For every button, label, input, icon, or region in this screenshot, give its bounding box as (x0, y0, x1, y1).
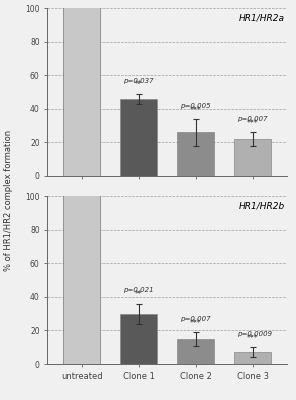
Text: ***: *** (190, 319, 202, 328)
Bar (177, 339, 214, 364)
Text: p=0,005: p=0,005 (180, 103, 210, 109)
Bar (234, 352, 271, 364)
Text: p=0,0009: p=0,0009 (237, 331, 272, 337)
Text: p=0,007: p=0,007 (237, 116, 268, 122)
Text: ***: *** (190, 106, 202, 115)
Text: HR1/HR2a: HR1/HR2a (239, 13, 285, 22)
Text: **: ** (135, 80, 143, 90)
Text: p=0,021: p=0,021 (123, 288, 153, 294)
Bar (120, 314, 157, 364)
Bar (177, 132, 214, 176)
Text: p=0,007: p=0,007 (180, 316, 210, 322)
Bar (234, 139, 271, 176)
Text: p=0,037: p=0,037 (123, 78, 153, 84)
Text: **: ** (135, 290, 143, 299)
Text: ***: *** (247, 334, 259, 343)
Text: HR1/HR2b: HR1/HR2b (239, 201, 285, 210)
Text: % of HR1/HR2 complex formation: % of HR1/HR2 complex formation (4, 130, 13, 270)
Bar (63, 0, 100, 176)
Bar (63, 179, 100, 364)
Bar (120, 99, 157, 176)
Text: ***: *** (247, 119, 259, 128)
